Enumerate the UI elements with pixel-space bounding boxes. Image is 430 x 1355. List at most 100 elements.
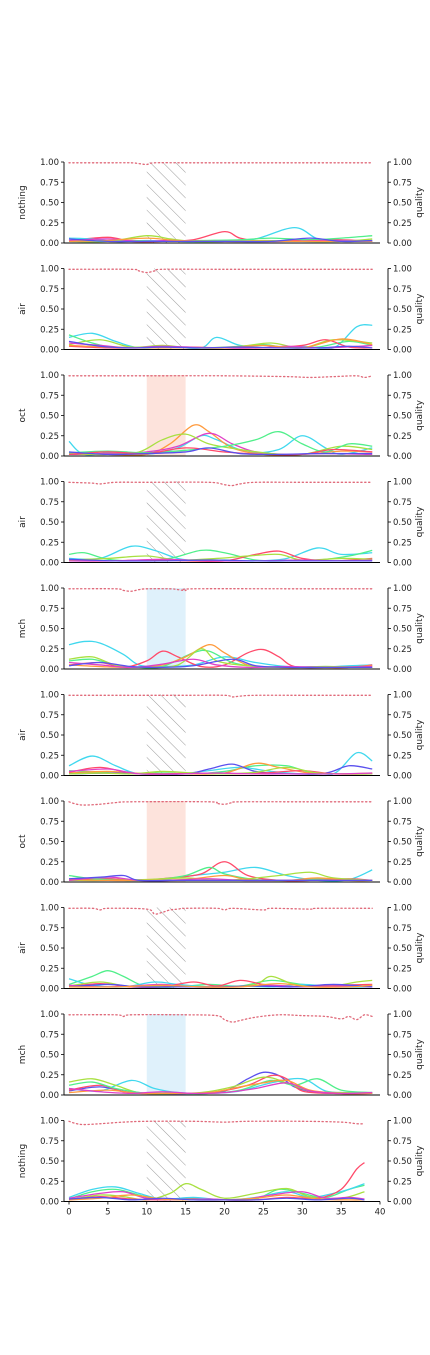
- y-tick-label: 0.75: [40, 711, 59, 721]
- y-tick-label: 0.50: [40, 1051, 59, 1061]
- right-ylabel: quality: [415, 719, 425, 750]
- y-tick-label: 1.00: [40, 904, 59, 914]
- y-tick-label: 0.00: [40, 1091, 59, 1101]
- panel-label: air: [18, 303, 28, 315]
- y-tick-label: 0.50: [40, 625, 59, 635]
- right-ylabel: quality: [415, 293, 425, 324]
- y-tick-label: 0.75: [40, 285, 59, 295]
- series-line-7: [68, 1196, 365, 1201]
- right-y-tick-label: 1.00: [393, 904, 412, 914]
- y-tick-label: 0.25: [40, 538, 59, 548]
- y-tick-label: 0.00: [40, 1198, 59, 1208]
- highlight-band: [146, 1120, 186, 1202]
- right-ylabel: quality: [415, 612, 425, 643]
- x-tick-label: 10: [141, 1208, 152, 1218]
- right-y-tick-label: 1.00: [393, 1117, 412, 1127]
- y-tick-label: 1.00: [40, 1010, 59, 1020]
- y-tick-label: 0.50: [40, 412, 59, 422]
- highlight-band: [146, 907, 186, 989]
- series-line-7: [68, 768, 373, 775]
- right-y-tick-label: 0.00: [393, 1198, 412, 1208]
- series-line-7: [68, 340, 373, 349]
- y-tick-label: 1.00: [40, 371, 59, 381]
- y-tick-label: 0.50: [40, 199, 59, 209]
- panel-7-oct: 0.00 0.00 0.25 0.25 0.50 0.50 0.75 0.75 1.00 1.00…: [18, 797, 425, 888]
- right-y-tick-label: 0.00: [393, 772, 412, 782]
- series-line-7: [68, 982, 373, 988]
- x-tick-label: 30: [297, 1208, 308, 1218]
- y-tick-label: 0.25: [40, 858, 59, 868]
- series-line-5: [68, 874, 373, 882]
- right-y-tick-label: 0.00: [393, 346, 412, 356]
- highlight-band: [146, 162, 186, 243]
- quality-line: [68, 694, 373, 698]
- right-y-tick-label: 0.75: [393, 924, 412, 934]
- right-ylabel: quality: [415, 1038, 425, 1069]
- right-ylabel: quality: [415, 1145, 425, 1176]
- right-y-tick-label: 0.25: [393, 1177, 412, 1187]
- right-y-tick-label: 0.50: [393, 518, 412, 528]
- right-y-tick-label: 0.75: [393, 391, 412, 401]
- y-tick-label: 1.00: [40, 691, 59, 701]
- right-y-tick-label: 0.75: [393, 604, 412, 614]
- right-y-tick-label: 0.00: [393, 452, 412, 462]
- series-line-7: [68, 874, 373, 882]
- right-y-tick-label: 0.50: [393, 1157, 412, 1167]
- quality-line: [68, 162, 373, 166]
- right-ylabel: quality: [415, 506, 425, 537]
- right-y-tick-label: 0.25: [393, 219, 412, 229]
- right-y-tick-label: 0.00: [393, 985, 412, 995]
- right-y-tick-label: 0.75: [393, 285, 412, 295]
- x-tick-label: 25: [258, 1208, 269, 1218]
- right-y-tick-label: 0.75: [393, 1137, 412, 1147]
- y-tick-label: 1.00: [40, 478, 59, 488]
- right-y-tick-label: 0.50: [393, 305, 412, 315]
- series-line-5: [68, 431, 373, 454]
- y-tick-label: 0.75: [40, 817, 59, 827]
- quality-line: [68, 907, 373, 915]
- x-tick-label: 0: [66, 1208, 71, 1218]
- y-tick-label: 0.25: [40, 325, 59, 335]
- y-tick-label: 0.50: [40, 305, 59, 315]
- x-tick-label: 40: [375, 1208, 386, 1218]
- right-y-tick-label: 0.25: [393, 1071, 412, 1081]
- quality-line: [68, 481, 373, 487]
- y-tick-label: 1.00: [40, 265, 59, 275]
- series-line-7: [68, 1082, 373, 1095]
- x-tick-label: 15: [180, 1208, 191, 1218]
- y-tick-label: 1.00: [40, 1117, 59, 1127]
- right-y-tick-label: 0.00: [393, 239, 412, 249]
- series-line-3: [68, 1182, 365, 1201]
- series-line-7: [68, 658, 373, 669]
- y-tick-label: 0.25: [40, 219, 59, 229]
- right-y-tick-label: 1.00: [393, 158, 412, 168]
- y-tick-label: 0.25: [40, 1177, 59, 1187]
- panel-4-air: 0.00 0.00 0.25 0.25 0.50 0.50 0.75 0.75 1.00 1.00…: [18, 478, 425, 569]
- right-y-tick-label: 1.00: [393, 691, 412, 701]
- panel-label: oct: [18, 408, 28, 422]
- right-y-tick-label: 0.75: [393, 711, 412, 721]
- series-line-4: [68, 1162, 365, 1201]
- right-y-tick-label: 0.75: [393, 1030, 412, 1040]
- highlight-band: [146, 801, 186, 882]
- quality-line: [68, 268, 373, 274]
- panel-label: air: [18, 942, 28, 954]
- y-tick-label: 0.00: [40, 985, 59, 995]
- quality-line: [68, 588, 373, 592]
- y-tick-label: 1.00: [40, 158, 59, 168]
- right-y-tick-label: 1.00: [393, 584, 412, 594]
- y-tick-label: 0.75: [40, 1030, 59, 1040]
- x-tick-label: 5: [105, 1208, 110, 1218]
- right-ylabel: quality: [415, 932, 425, 963]
- quality-line: [68, 1120, 366, 1126]
- panel-label: oct: [18, 834, 28, 848]
- highlight-band: [146, 694, 186, 776]
- x-tick-label: 20: [219, 1208, 230, 1218]
- y-tick-label: 0.00: [40, 772, 59, 782]
- highlight-band: [146, 375, 186, 456]
- quality-line: [68, 801, 373, 806]
- right-y-tick-label: 0.25: [393, 964, 412, 974]
- quality-line: [68, 375, 373, 379]
- right-y-tick-label: 0.00: [393, 878, 412, 888]
